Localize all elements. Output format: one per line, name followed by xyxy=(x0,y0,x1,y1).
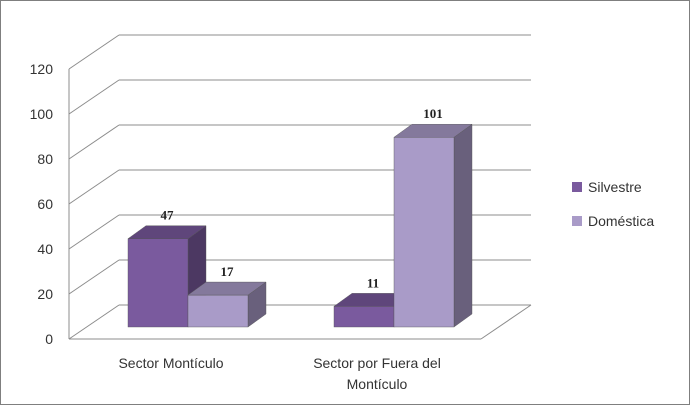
bar-doméstica-1 xyxy=(393,123,473,328)
y-tick-label: 60 xyxy=(37,196,53,212)
bar-side xyxy=(453,123,473,328)
category-label: Sector por Fuera del Montículo xyxy=(313,355,441,392)
gridline-depth xyxy=(68,124,120,160)
bar-front xyxy=(127,238,189,328)
gridline-depth xyxy=(68,214,120,250)
gridline-depth xyxy=(68,34,120,70)
gridline-depth xyxy=(68,169,120,205)
gridline-depth xyxy=(68,79,120,115)
data-label: 101 xyxy=(423,106,443,121)
bar-front xyxy=(393,137,455,328)
bar-top xyxy=(187,281,267,296)
legend-swatch xyxy=(572,182,582,192)
category-label: Sector Montículo xyxy=(118,355,223,371)
y-tick-label: 120 xyxy=(30,61,54,77)
bar-front xyxy=(187,294,249,328)
gridline-depth xyxy=(68,304,120,340)
legend-label: Silvestre xyxy=(588,179,642,195)
y-tick-label: 80 xyxy=(37,151,53,167)
y-tick-label: 100 xyxy=(30,106,54,122)
bar-top xyxy=(393,124,473,138)
legend-label: Doméstica xyxy=(588,213,654,229)
bar-front xyxy=(333,306,395,328)
data-label: 47 xyxy=(161,208,175,223)
floor-side xyxy=(480,304,532,340)
legend-swatch xyxy=(572,216,582,226)
y-tick-label: 0 xyxy=(45,331,53,347)
data-label: 11 xyxy=(367,275,379,290)
bar-top xyxy=(127,225,207,239)
bar-doméstica-0 xyxy=(187,281,267,328)
gridline-depth xyxy=(68,259,120,295)
y-tick-label: 40 xyxy=(37,241,53,257)
data-label: 17 xyxy=(221,264,235,279)
y-tick-label: 20 xyxy=(37,286,53,302)
